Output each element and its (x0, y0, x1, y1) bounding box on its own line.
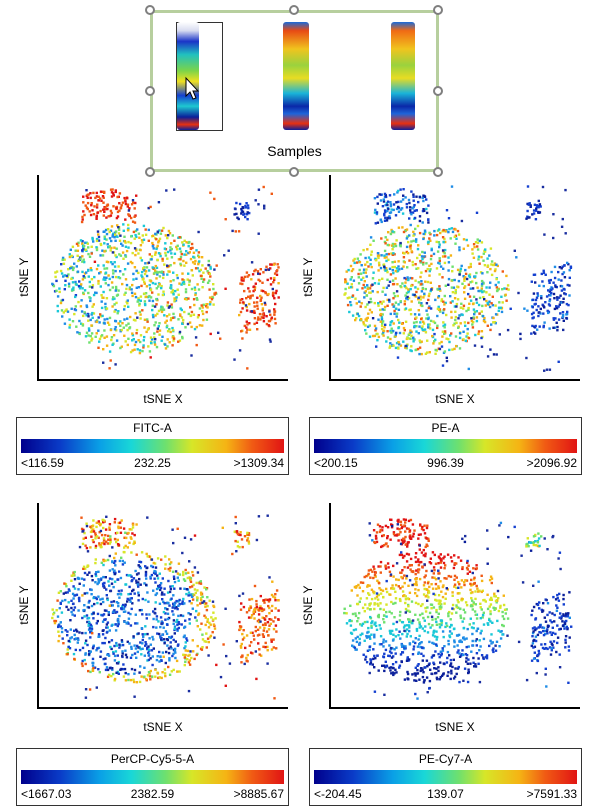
legend-mid: 139.07 (427, 787, 464, 801)
samples-label: Samples (267, 143, 322, 159)
legend-title: PE-Cy7-A (418, 752, 473, 766)
color-scale-legend-pecy7: PE-Cy7-A <-204.45 139.07 >7591.33 (309, 748, 582, 806)
sample-thumbnail-2[interactable] (283, 22, 309, 130)
tsne-scatter-plot-1 (37, 175, 288, 381)
legend-mid: 2382.59 (130, 787, 175, 801)
color-gradient-bar (314, 439, 577, 453)
resize-handle-bottom[interactable] (289, 167, 299, 177)
legend-max: >7591.33 (526, 787, 577, 801)
resize-handle-left[interactable] (145, 86, 155, 96)
plot-axes (329, 503, 580, 709)
sample-thumbnail-1[interactable] (177, 22, 199, 130)
resize-handle-bottom-left[interactable] (145, 167, 155, 177)
color-gradient-bar (21, 770, 284, 784)
legend-mid: 996.39 (427, 456, 464, 470)
y-axis-label: tSNE Y (17, 585, 31, 625)
tsne-scatter-plot-3 (37, 503, 288, 709)
plot-axes (329, 175, 580, 381)
color-gradient-bar (314, 770, 577, 784)
legend-min: <116.59 (21, 456, 64, 470)
legend-mid: 232.25 (134, 456, 171, 470)
x-axis-label: tSNE X (143, 720, 183, 734)
y-axis-label: tSNE Y (17, 257, 31, 297)
y-axis-label: tSNE Y (301, 585, 315, 625)
resize-handle-top-right[interactable] (433, 5, 443, 15)
legend-min: <1667.03 (21, 787, 72, 801)
x-axis-label: tSNE X (435, 392, 475, 406)
color-scale-legend-pe: PE-A <200.15 996.39 >2096.92 (309, 417, 582, 475)
sample-thumbnail-3[interactable] (391, 22, 415, 130)
legend-title: PerCP-Cy5-5-A (110, 752, 195, 766)
tsne-scatter-plot-2 (329, 175, 580, 381)
legend-max: >2096.92 (526, 456, 577, 470)
plot-axes (37, 175, 288, 381)
x-axis-label: tSNE X (435, 720, 475, 734)
color-scale-legend-percp: PerCP-Cy5-5-A <1667.03 2382.59 >8885.67 (16, 748, 289, 806)
legend-min: <-204.45 (314, 787, 362, 801)
x-axis-label: tSNE X (143, 392, 183, 406)
tsne-scatter-plot-4 (329, 503, 580, 709)
resize-handle-top[interactable] (289, 5, 299, 15)
resize-handle-bottom-right[interactable] (433, 167, 443, 177)
color-gradient-bar (21, 439, 284, 453)
y-axis-label: tSNE Y (301, 257, 315, 297)
legend-title: FITC-A (133, 421, 172, 435)
legend-title: PE-A (431, 421, 460, 435)
legend-min: <200.15 (314, 456, 358, 470)
legend-max: >8885.67 (233, 787, 284, 801)
legend-max: >1309.34 (233, 456, 284, 470)
color-scale-legend-fitc: FITC-A <116.59 232.25 >1309.34 (16, 417, 289, 475)
plot-axes (37, 503, 288, 709)
resize-handle-right[interactable] (433, 86, 443, 96)
resize-handle-top-left[interactable] (145, 5, 155, 15)
